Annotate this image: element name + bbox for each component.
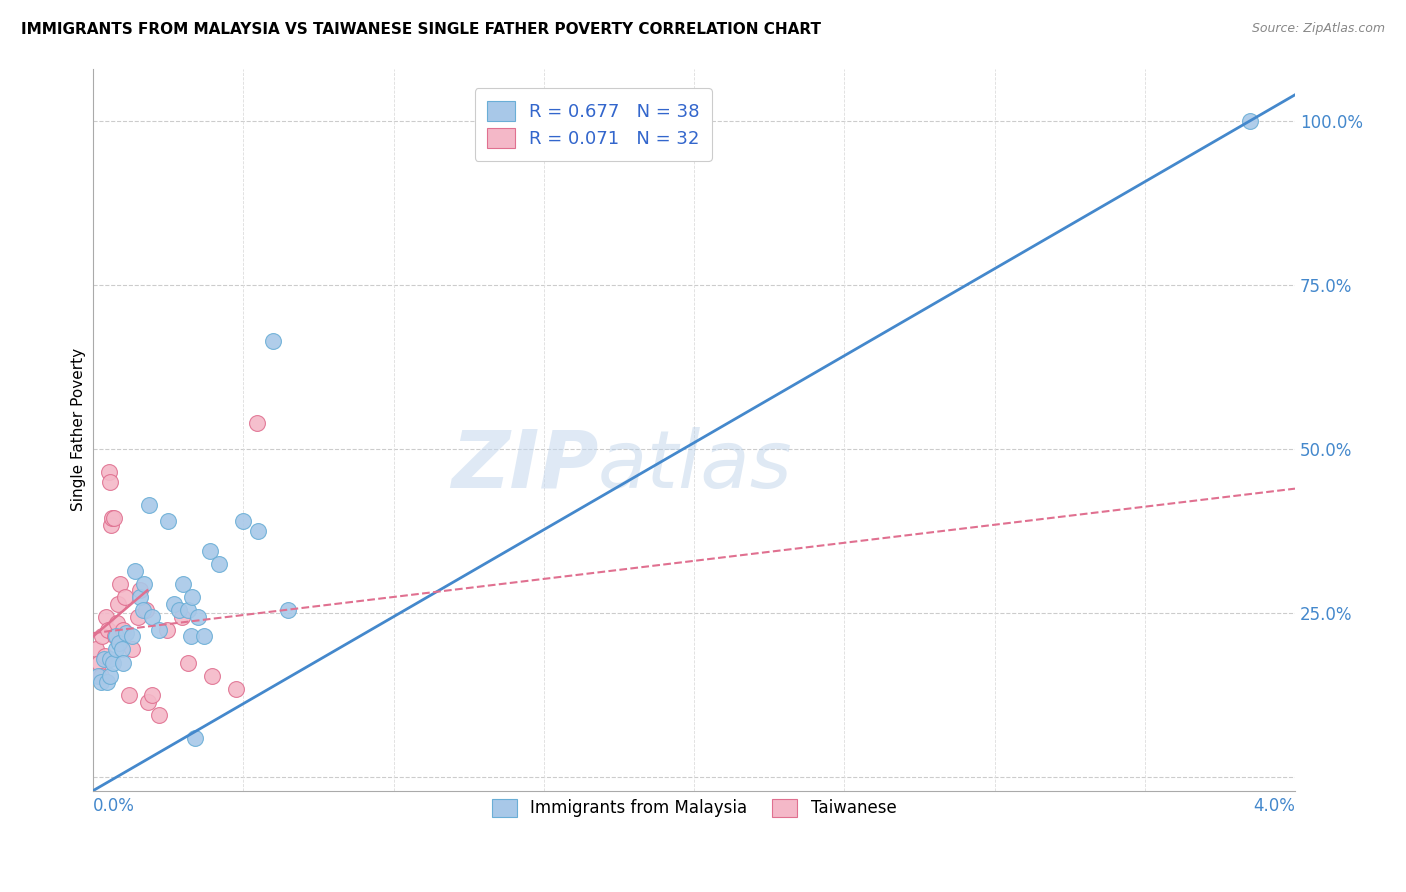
Point — [128, 583, 150, 598]
Point — [138, 498, 160, 512]
Point — [100, 517, 122, 532]
Point — [200, 544, 222, 558]
Point — [98, 652, 121, 666]
Text: ZIP: ZIP — [450, 426, 598, 505]
Point — [97, 623, 120, 637]
Point — [148, 708, 170, 723]
Point — [111, 623, 134, 637]
Y-axis label: Single Father Poverty: Single Father Poverty — [72, 348, 86, 511]
Point — [127, 609, 149, 624]
Point — [247, 524, 270, 539]
Point — [115, 626, 138, 640]
Point — [187, 609, 209, 624]
Point — [103, 511, 125, 525]
Point — [86, 669, 108, 683]
Point — [91, 629, 114, 643]
Point — [177, 603, 200, 617]
Point — [136, 695, 159, 709]
Point — [135, 603, 157, 617]
Point — [90, 669, 112, 683]
Point — [277, 603, 299, 617]
Point — [181, 590, 204, 604]
Point — [148, 623, 170, 637]
Text: Source: ZipAtlas.com: Source: ZipAtlas.com — [1251, 22, 1385, 36]
Text: 4.0%: 4.0% — [1253, 797, 1295, 815]
Text: atlas: atlas — [598, 426, 793, 505]
Point — [107, 597, 129, 611]
Point — [98, 475, 121, 489]
Point — [97, 465, 120, 479]
Point — [262, 334, 284, 348]
Point — [114, 590, 136, 604]
Point — [184, 731, 207, 745]
Point — [93, 652, 115, 666]
Point — [98, 669, 121, 683]
Point — [110, 577, 132, 591]
Point — [112, 656, 135, 670]
Point — [177, 656, 200, 670]
Text: 0.0%: 0.0% — [93, 797, 135, 815]
Point — [96, 675, 118, 690]
Point — [94, 609, 117, 624]
Point — [124, 564, 146, 578]
Point — [157, 515, 180, 529]
Point — [225, 681, 247, 696]
Point — [101, 511, 124, 525]
Point — [90, 675, 112, 690]
Point — [172, 577, 194, 591]
Point — [232, 515, 254, 529]
Point — [121, 629, 143, 643]
Point — [84, 642, 107, 657]
Point — [128, 590, 150, 604]
Point — [121, 642, 143, 657]
Point — [156, 623, 179, 637]
Text: IMMIGRANTS FROM MALAYSIA VS TAIWANESE SINGLE FATHER POVERTY CORRELATION CHART: IMMIGRANTS FROM MALAYSIA VS TAIWANESE SI… — [21, 22, 821, 37]
Point — [104, 642, 127, 657]
Point — [111, 642, 134, 657]
Point — [105, 616, 128, 631]
Point — [107, 636, 129, 650]
Point — [132, 603, 155, 617]
Point — [87, 656, 110, 670]
Point — [193, 629, 215, 643]
Point — [117, 689, 139, 703]
Point — [134, 577, 156, 591]
Point — [246, 416, 269, 430]
Point — [93, 648, 115, 663]
Point — [104, 629, 127, 643]
Point — [170, 609, 193, 624]
Point — [141, 689, 163, 703]
Point — [180, 629, 202, 643]
Point — [101, 656, 124, 670]
Point — [104, 629, 127, 643]
Legend: Immigrants from Malaysia, Taiwanese: Immigrants from Malaysia, Taiwanese — [484, 790, 904, 826]
Point — [208, 557, 231, 571]
Point — [163, 597, 186, 611]
Point — [1239, 114, 1261, 128]
Point — [141, 609, 163, 624]
Point — [167, 603, 190, 617]
Point — [201, 669, 224, 683]
